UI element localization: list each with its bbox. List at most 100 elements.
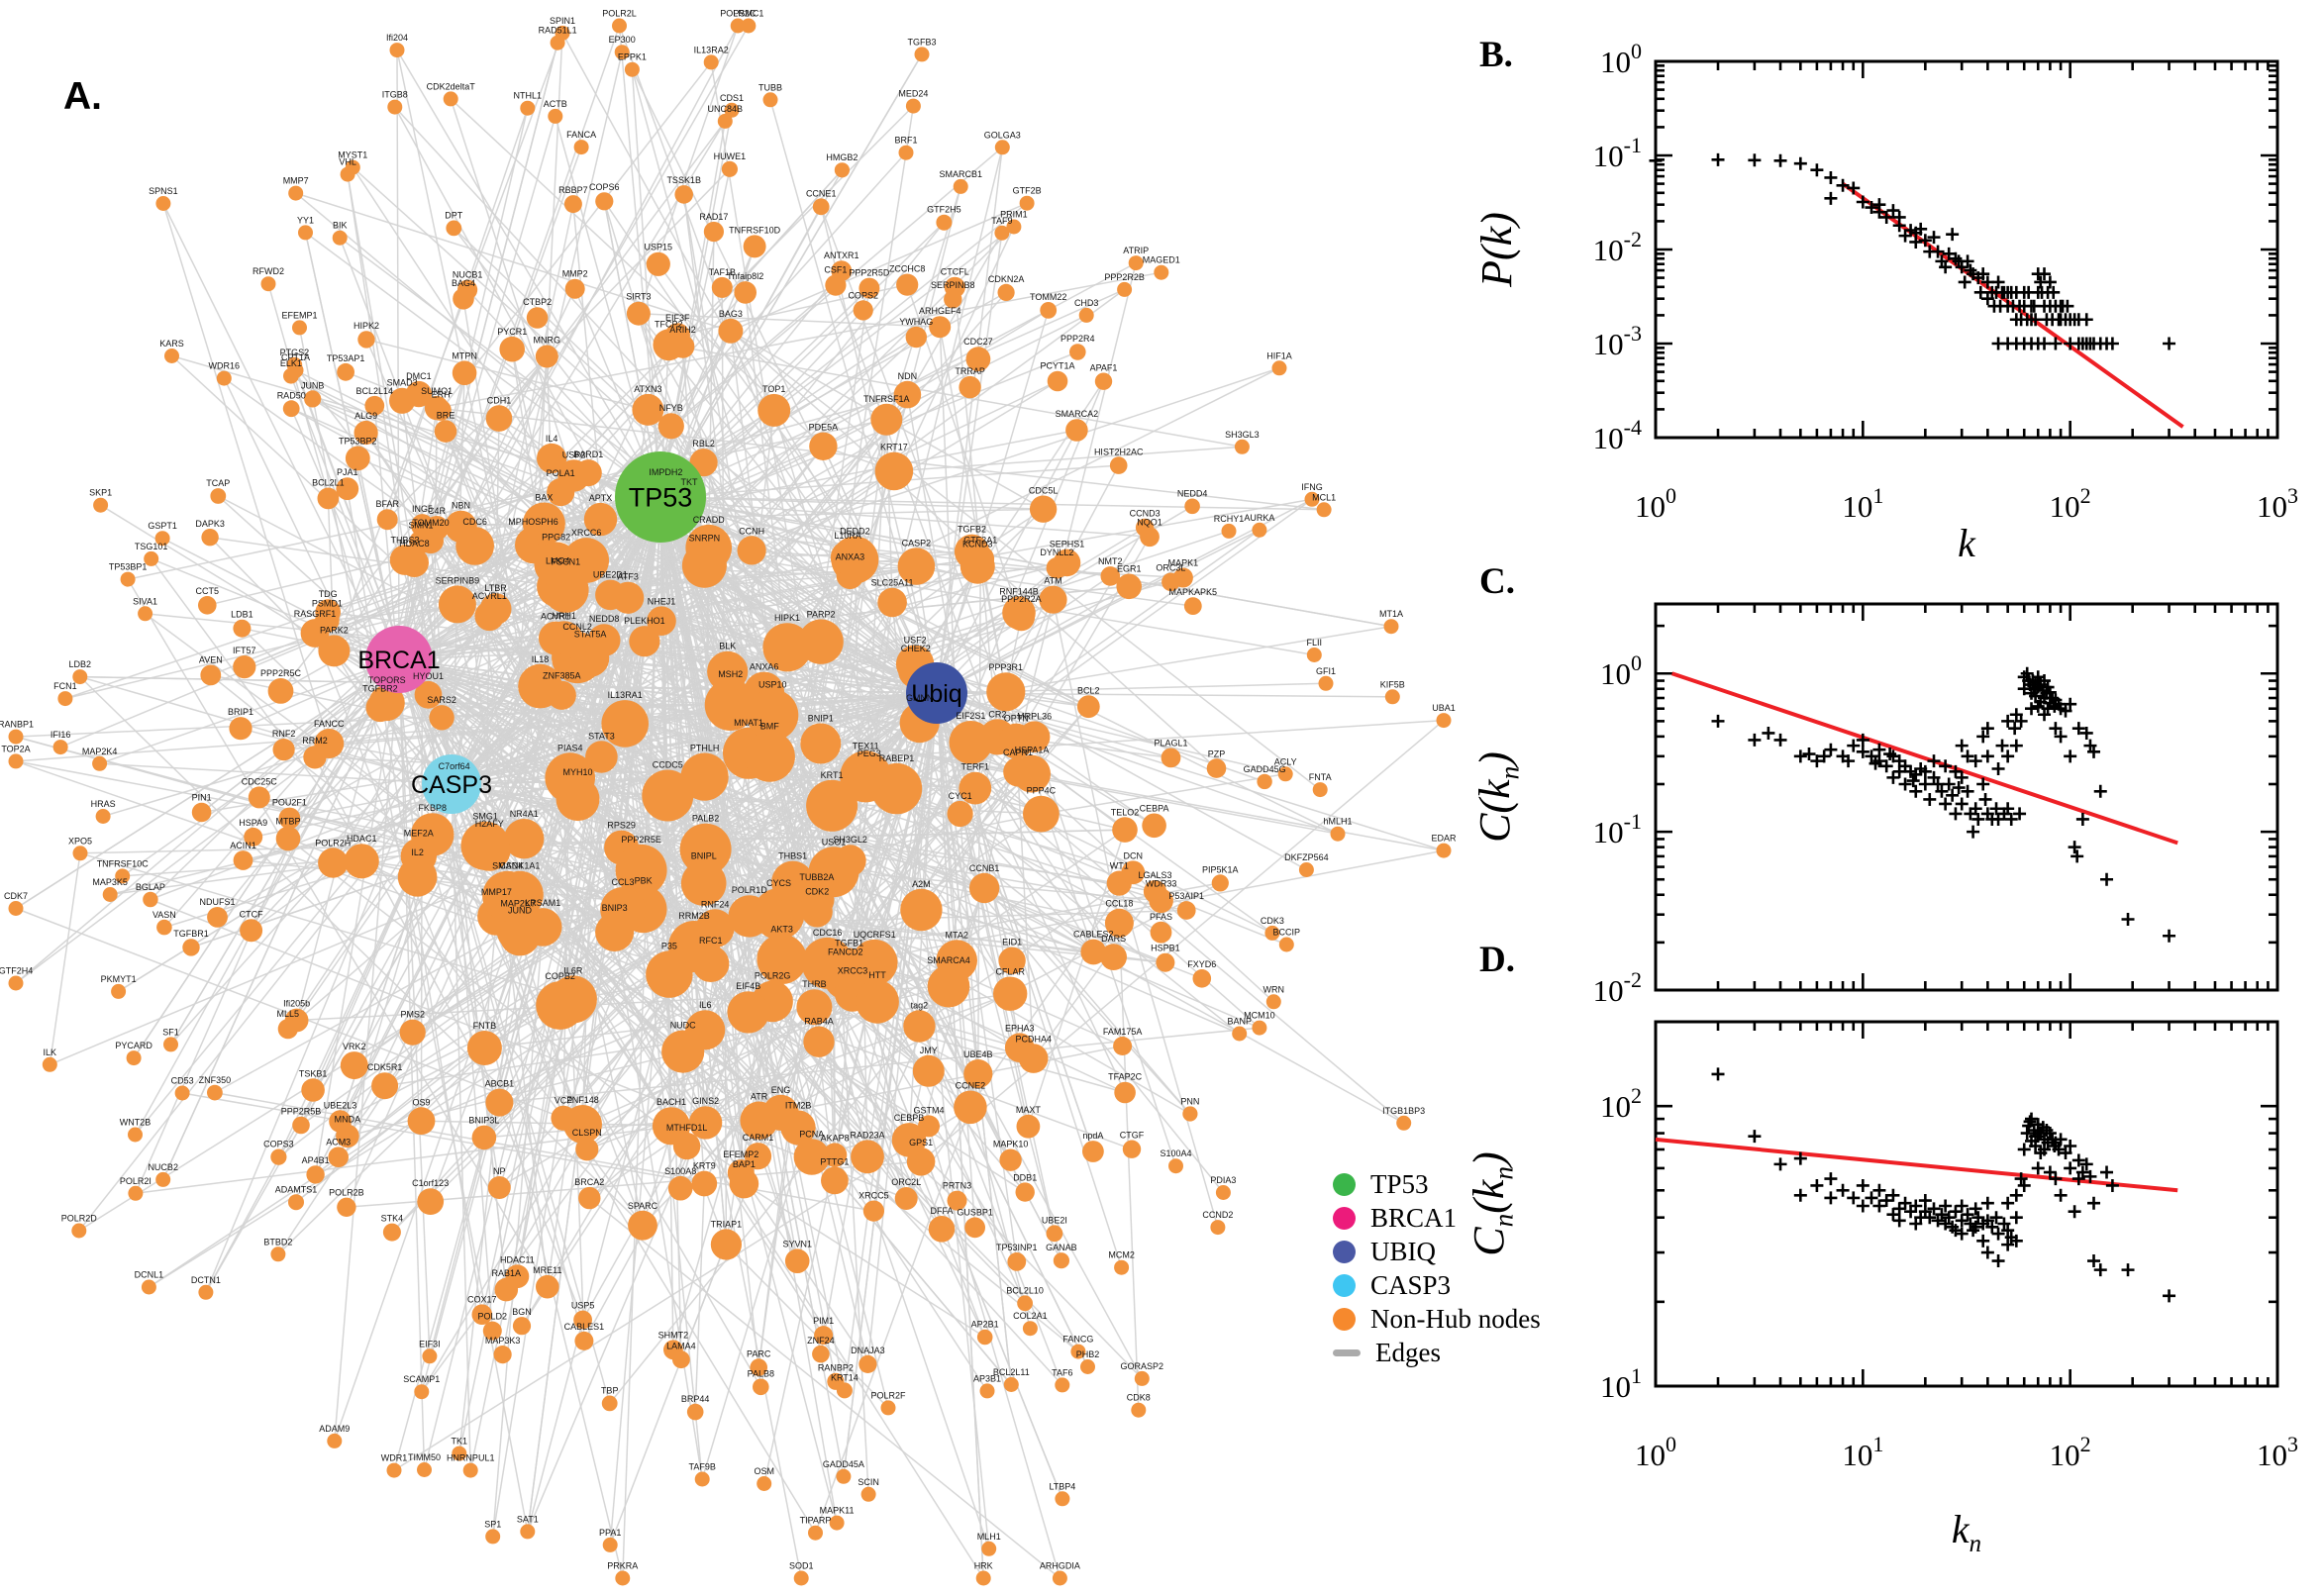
gene-label: ATF3 [618,572,639,582]
non-hub-node [337,362,354,381]
gene-label: UQCRFS1 [854,930,896,940]
non-hub-node [534,542,578,586]
gene-label: EGR1 [1117,564,1142,574]
gene-label: IMPDH2 [649,467,682,477]
non-hub-node [120,571,136,587]
non-hub-node [424,395,450,421]
non-hub-node [968,872,1000,904]
gene-label: PCDHA4 [1015,1034,1052,1044]
non-hub-node [471,1125,497,1150]
gene-label: SMAD3 [387,378,418,388]
non-hub-node [410,813,454,856]
non-hub-node [626,301,651,326]
non-hub-node [874,451,914,491]
gene-label: JMY [920,1046,938,1055]
non-hub-node [42,1056,57,1072]
non-hub-node [8,901,24,916]
non-hub-node [452,1446,467,1461]
non-hub-node [601,700,649,748]
non-hub-node [318,848,349,878]
gene-label: RAD50 [277,390,306,400]
gene-label: COPS3 [263,1139,294,1148]
gene-label: TOP1 [762,384,785,394]
gene-label: CCNB1 [969,863,1000,873]
non-hub-node [800,723,842,764]
non-hub-node [629,626,660,657]
non-hub-node [1053,1252,1069,1269]
gene-label: S100A8 [664,1166,696,1176]
non-hub-node [556,777,600,822]
gene-label: TSG101 [135,542,168,551]
non-hub-node [198,596,217,615]
non-hub-node [718,318,744,344]
gene-label: TRRAP [955,366,985,376]
gene-label: COPS6 [589,182,620,192]
non-hub-node [550,35,565,50]
gene-label: BLK [719,642,736,651]
gene-label: RAB4A [804,1017,834,1027]
non-hub-node [1114,1081,1136,1104]
non-hub-node [485,1088,514,1117]
gene-label: SERPINB9 [436,576,480,586]
non-hub-node [573,140,589,155]
non-hub-node [1150,921,1172,944]
gene-label: MAP3K5 [92,877,128,887]
non-hub-node [1131,1402,1147,1418]
gene-label: CCND2 [1202,1210,1233,1220]
non-hub-node [1109,456,1128,474]
gene-label: ATRIP [1123,246,1149,255]
non-hub-node [685,1010,726,1050]
non-hub-node [549,975,597,1024]
network-nodes [8,18,1452,1586]
gene-label: NDN [898,371,918,381]
gene-label: CDC25C [242,776,278,786]
gene-label: ZCCHC8 [889,264,926,274]
non-hub-node [1306,648,1322,662]
gene-label: CR2 [988,709,1006,719]
gene-label: FANCD2 [828,947,863,956]
non-hub-node [328,1147,350,1167]
nonhub-legend-dot [1333,1307,1356,1331]
non-hub-node [479,593,512,625]
legend-label: TP53 [1370,1168,1429,1199]
gene-label: CDS1 [720,93,744,103]
edge-legend-line [1333,1348,1361,1356]
tick-label: 10-1 [1593,809,1642,849]
non-hub-node [997,283,1015,301]
gene-label: GORASP2 [1121,1361,1164,1371]
non-hub-node [452,360,477,386]
gene-label: CCNL2 [562,622,592,632]
non-hub-node [891,1123,927,1157]
non-hub-node [518,663,562,709]
hub-node-casp3 [422,754,481,814]
non-hub-node [998,723,1035,759]
non-hub-node [1094,372,1113,390]
gene-label: MSH2 [718,669,743,679]
gene-label: JUNB [301,380,325,390]
tick-label: 103 [2257,483,2298,524]
gene-label: IL2 [411,848,424,857]
tick-label: 101 [1842,1432,1883,1472]
non-hub-node [1265,994,1281,1010]
gene-label: ATR [751,1092,768,1102]
gene-label: CYC1 [949,791,972,801]
gene-label: APTX [589,493,613,503]
non-hub-node [485,405,513,432]
non-hub-node [1015,1182,1035,1202]
non-hub-node [784,1248,810,1273]
legend-label: Non-Hub nodes [1370,1303,1541,1334]
gene-label: USF2 [904,636,927,646]
gene-label: ALG9 [354,411,377,421]
non-hub-node [897,548,936,585]
non-hub-node [737,536,766,565]
non-hub-node [422,1348,438,1364]
gene-label: POLA1 [547,468,575,478]
non-hub-node [564,278,585,299]
non-hub-node [485,1529,501,1545]
non-hub-node [994,140,1010,155]
non-hub-node [233,655,256,679]
gene-label: UBE2D1 [593,570,628,580]
non-hub-node [387,99,403,115]
